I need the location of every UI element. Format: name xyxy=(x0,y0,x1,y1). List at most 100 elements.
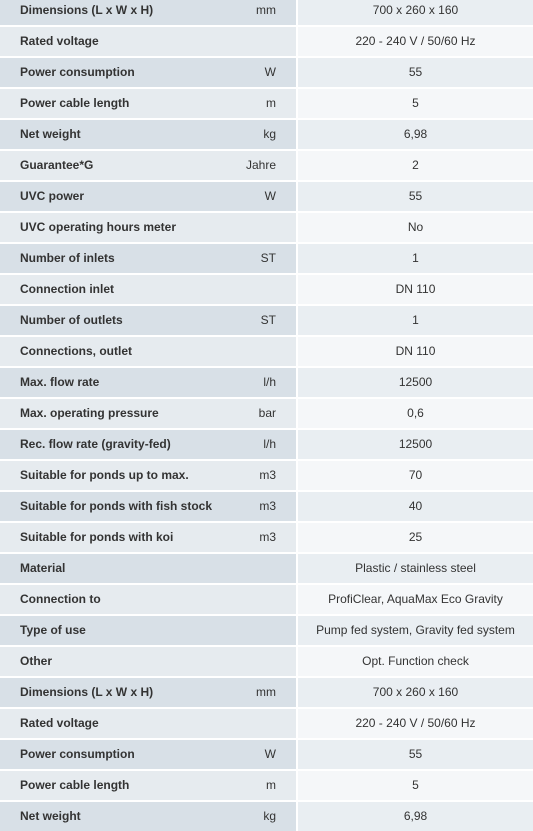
spec-value: 12500 xyxy=(298,430,533,459)
spec-unit: mm xyxy=(232,0,296,25)
spec-label: UVC operating hours meter xyxy=(0,213,232,242)
spec-label: Dimensions (L x W x H) xyxy=(0,678,232,707)
spec-unit xyxy=(232,275,296,304)
spec-row: Suitable for ponds with koi m3 25 xyxy=(0,523,533,552)
spec-label: Suitable for ponds with koi xyxy=(0,523,232,552)
spec-row: Power consumption W 55 xyxy=(0,740,533,769)
spec-unit: W xyxy=(232,58,296,87)
spec-label: Power consumption xyxy=(0,58,232,87)
spec-label: Connections, outlet xyxy=(0,337,232,366)
spec-value: 1 xyxy=(298,244,533,273)
spec-label: Connection to xyxy=(0,585,232,614)
spec-value: ProfiClear, AquaMax Eco Gravity xyxy=(298,585,533,614)
spec-unit: l/h xyxy=(232,368,296,397)
spec-unit: ST xyxy=(232,306,296,335)
spec-row: Dimensions (L x W x H) mm 700 x 260 x 160 xyxy=(0,0,533,25)
spec-row: Max. flow rate l/h 12500 xyxy=(0,368,533,397)
spec-value: 1 xyxy=(298,306,533,335)
spec-row: Rated voltage 220 - 240 V / 50/60 Hz xyxy=(0,27,533,56)
spec-row: Dimensions (L x W x H) mm 700 x 260 x 160 xyxy=(0,678,533,707)
spec-row: Suitable for ponds up to max. m3 70 xyxy=(0,461,533,490)
spec-value: 0,6 xyxy=(298,399,533,428)
spec-value: DN 110 xyxy=(298,337,533,366)
spec-label: Rated voltage xyxy=(0,709,232,738)
spec-label: Suitable for ponds with fish stock xyxy=(0,492,232,521)
spec-unit: W xyxy=(232,740,296,769)
spec-value: DN 110 xyxy=(298,275,533,304)
spec-unit: m xyxy=(232,771,296,800)
spec-unit: m3 xyxy=(232,523,296,552)
spec-row: Rated voltage 220 - 240 V / 50/60 Hz xyxy=(0,709,533,738)
spec-value: No xyxy=(298,213,533,242)
spec-unit xyxy=(232,647,296,676)
spec-unit: Jahre xyxy=(232,151,296,180)
spec-row: Power cable length m 5 xyxy=(0,771,533,800)
spec-row: UVC operating hours meter No xyxy=(0,213,533,242)
spec-value: 700 x 260 x 160 xyxy=(298,678,533,707)
spec-row: Material Plastic / stainless steel xyxy=(0,554,533,583)
spec-label: Type of use xyxy=(0,616,232,645)
spec-row: Connection inlet DN 110 xyxy=(0,275,533,304)
spec-value: 55 xyxy=(298,182,533,211)
spec-value: Opt. Function check xyxy=(298,647,533,676)
spec-value: 5 xyxy=(298,89,533,118)
spec-label: Net weight xyxy=(0,802,232,831)
spec-row: Connections, outlet DN 110 xyxy=(0,337,533,366)
spec-unit: m3 xyxy=(232,492,296,521)
spec-row: Guarantee*G Jahre 2 xyxy=(0,151,533,180)
spec-value: 12500 xyxy=(298,368,533,397)
spec-value: Pump fed system, Gravity fed system xyxy=(298,616,533,645)
spec-unit xyxy=(232,27,296,56)
spec-unit: bar xyxy=(232,399,296,428)
spec-value: 220 - 240 V / 50/60 Hz xyxy=(298,27,533,56)
spec-label: Number of inlets xyxy=(0,244,232,273)
spec-row: Type of use Pump fed system, Gravity fed … xyxy=(0,616,533,645)
spec-label: Dimensions (L x W x H) xyxy=(0,0,232,25)
spec-label: Max. operating pressure xyxy=(0,399,232,428)
spec-label: Guarantee*G xyxy=(0,151,232,180)
spec-row: Power consumption W 55 xyxy=(0,58,533,87)
spec-value: 70 xyxy=(298,461,533,490)
spec-unit: l/h xyxy=(232,430,296,459)
spec-label: Connection inlet xyxy=(0,275,232,304)
spec-value: 220 - 240 V / 50/60 Hz xyxy=(298,709,533,738)
spec-unit: ST xyxy=(232,244,296,273)
spec-row: Number of outlets ST 1 xyxy=(0,306,533,335)
spec-label: Max. flow rate xyxy=(0,368,232,397)
spec-label: Power cable length xyxy=(0,771,232,800)
spec-value: 2 xyxy=(298,151,533,180)
spec-label: Power consumption xyxy=(0,740,232,769)
spec-label: Rec. flow rate (gravity-fed) xyxy=(0,430,232,459)
spec-unit xyxy=(232,213,296,242)
spec-label: UVC power xyxy=(0,182,232,211)
spec-row: Suitable for ponds with fish stock m3 40 xyxy=(0,492,533,521)
spec-unit: m xyxy=(232,89,296,118)
spec-unit: mm xyxy=(232,678,296,707)
spec-label: Power cable length xyxy=(0,89,232,118)
spec-unit: m3 xyxy=(232,461,296,490)
spec-row: Rec. flow rate (gravity-fed) l/h 12500 xyxy=(0,430,533,459)
spec-label: Number of outlets xyxy=(0,306,232,335)
spec-row: UVC power W 55 xyxy=(0,182,533,211)
spec-row: Other Opt. Function check xyxy=(0,647,533,676)
spec-value: 6,98 xyxy=(298,802,533,831)
spec-label: Material xyxy=(0,554,232,583)
spec-label: Rated voltage xyxy=(0,27,232,56)
spec-value: 55 xyxy=(298,58,533,87)
spec-value: Plastic / stainless steel xyxy=(298,554,533,583)
spec-unit xyxy=(232,337,296,366)
spec-row: Max. operating pressure bar 0,6 xyxy=(0,399,533,428)
spec-unit xyxy=(232,554,296,583)
spec-row: Net weight kg 6,98 xyxy=(0,120,533,149)
spec-value: 40 xyxy=(298,492,533,521)
spec-value: 25 xyxy=(298,523,533,552)
spec-value: 5 xyxy=(298,771,533,800)
spec-value: 6,98 xyxy=(298,120,533,149)
spec-row: Number of inlets ST 1 xyxy=(0,244,533,273)
spec-label: Suitable for ponds up to max. xyxy=(0,461,232,490)
spec-value: 700 x 260 x 160 xyxy=(298,0,533,25)
spec-unit: W xyxy=(232,182,296,211)
spec-row: Connection to ProfiClear, AquaMax Eco Gra… xyxy=(0,585,533,614)
spec-unit xyxy=(232,585,296,614)
